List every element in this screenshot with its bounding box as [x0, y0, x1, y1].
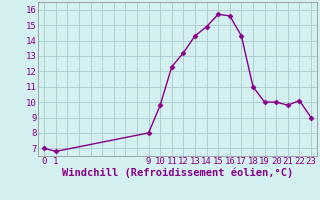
- X-axis label: Windchill (Refroidissement éolien,°C): Windchill (Refroidissement éolien,°C): [62, 168, 293, 178]
